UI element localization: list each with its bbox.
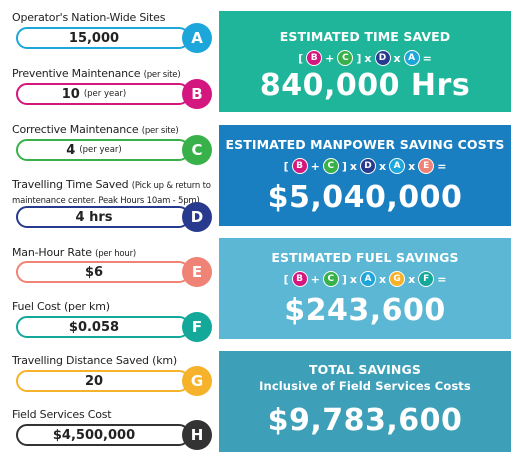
panel-fuel-savings: ESTIMATED FUEL SAVINGS [ B + C ] x A x G…	[219, 238, 511, 339]
chip-f: F	[418, 271, 435, 287]
chip-g: G	[389, 271, 406, 287]
field-fuel-cost: Fuel Cost (per km) $0.058 F	[12, 300, 212, 342]
panel-value: $243,600	[284, 293, 446, 328]
panel-manpower-savings: ESTIMATED MANPOWER SAVING COSTS [ B + C …	[219, 125, 511, 226]
field-label: Operator's Nation-Wide Sites	[12, 11, 166, 24]
field-man-hour-rate: Man-Hour Rate (per hour) $6 E	[12, 246, 212, 287]
field-label: Preventive Maintenance (per site)	[12, 67, 181, 80]
formula: [ B + C ] x A x G x F =	[283, 271, 447, 287]
panel-time-saved: ESTIMATED TIME SAVED [ B + C ] x D x A =…	[219, 11, 511, 112]
panel-title: ESTIMATED TIME SAVED	[279, 29, 451, 44]
field-label: Travelling Distance Saved (km)	[12, 354, 178, 367]
panel-value: 840,000 Hrs	[259, 68, 471, 103]
formula: [ B + C ] x D x A x E =	[283, 158, 447, 174]
field-corrective-maintenance: Corrective Maintenance (per site) 4 (per …	[12, 123, 212, 165]
badge-h: H	[182, 420, 212, 450]
panel-value: $5,040,000	[267, 180, 463, 215]
man-hour-rate-input[interactable]: $6	[16, 261, 190, 283]
badge-b: B	[182, 79, 212, 109]
chip-d: D	[359, 158, 376, 174]
badge-d: D	[182, 202, 212, 232]
panel-title: ESTIMATED MANPOWER SAVING COSTS	[225, 137, 505, 152]
fuel-cost-input[interactable]: $0.058	[16, 316, 190, 338]
field-travelling-distance: Travelling Distance Saved (km) 20 G	[12, 354, 212, 396]
badge-e: E	[182, 257, 212, 287]
chip-b: B	[291, 271, 308, 287]
panel-value: $9,783,600	[267, 403, 463, 438]
field-label: Travelling Time Saved (Pick up & return …	[12, 178, 211, 206]
chip-a: A	[359, 271, 376, 287]
field-label: Man-Hour Rate (per hour)	[12, 246, 137, 259]
chip-a: A	[389, 158, 406, 174]
badge-f: F	[182, 312, 212, 342]
field-preventive-maintenance: Preventive Maintenance (per site) 10 (per…	[12, 67, 212, 109]
field-operator-sites: Operator's Nation-Wide Sites 15,000 A	[12, 11, 212, 53]
badge-c: C	[182, 135, 212, 165]
chip-b: B	[306, 50, 323, 66]
field-travelling-time: Travelling Time Saved (Pick up & return …	[12, 178, 212, 232]
corrective-maintenance-input[interactable]: 4 (per year)	[16, 139, 190, 161]
panel-total-savings: TOTAL SAVINGS Inclusive of Field Service…	[219, 351, 511, 452]
field-label: Fuel Cost (per km)	[12, 300, 110, 313]
operator-sites-input[interactable]: 15,000	[16, 27, 190, 49]
travelling-time-input[interactable]: 4 hrs	[16, 206, 190, 228]
panel-subtitle: Inclusive of Field Services Costs	[259, 379, 471, 393]
formula: [ B + C ] x D x A =	[298, 50, 432, 66]
travelling-distance-input[interactable]: 20	[16, 370, 190, 392]
field-services-cost-input[interactable]: $4,500,000	[16, 424, 190, 446]
badge-g: G	[182, 366, 212, 396]
panel-title: TOTAL SAVINGS	[309, 362, 421, 377]
chip-a: A	[403, 50, 420, 66]
chip-c: C	[337, 50, 354, 66]
chip-d: D	[374, 50, 391, 66]
badge-a: A	[182, 23, 212, 53]
chip-b: B	[291, 158, 308, 174]
field-label: Field Services Cost	[12, 408, 112, 421]
chip-c: C	[322, 158, 339, 174]
chip-c: C	[322, 271, 339, 287]
chip-e: E	[418, 158, 435, 174]
panel-title: ESTIMATED FUEL SAVINGS	[271, 250, 459, 265]
field-label: Corrective Maintenance (per site)	[12, 123, 179, 136]
preventive-maintenance-input[interactable]: 10 (per year)	[16, 83, 190, 105]
field-field-services-cost: Field Services Cost $4,500,000 H	[12, 408, 212, 450]
